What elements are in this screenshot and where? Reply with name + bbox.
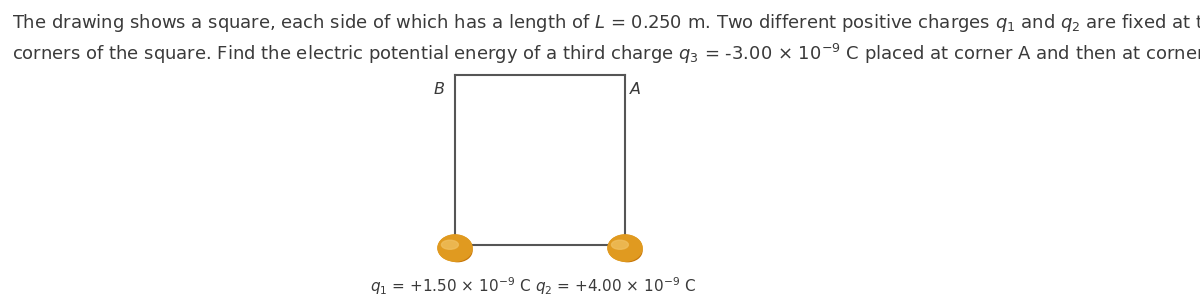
Ellipse shape [438,235,472,261]
Ellipse shape [442,240,458,249]
Text: corners of the square. Find the electric potential energy of a third charge $q_3: corners of the square. Find the electric… [12,42,1200,66]
Text: B: B [434,82,445,97]
Text: A: A [630,82,641,97]
Text: $q_2$ = +4.00 $\times$ 10$^{-9}$ C: $q_2$ = +4.00 $\times$ 10$^{-9}$ C [535,275,696,297]
Text: $q_1$ = +1.50 $\times$ 10$^{-9}$ C: $q_1$ = +1.50 $\times$ 10$^{-9}$ C [370,275,532,297]
Ellipse shape [608,235,642,261]
Ellipse shape [443,239,472,262]
Ellipse shape [613,239,642,262]
Ellipse shape [438,235,472,261]
Ellipse shape [612,240,629,249]
Text: The drawing shows a square, each side of which has a length of $L$ = 0.250 m. Tw: The drawing shows a square, each side of… [12,12,1200,34]
Ellipse shape [608,235,642,261]
